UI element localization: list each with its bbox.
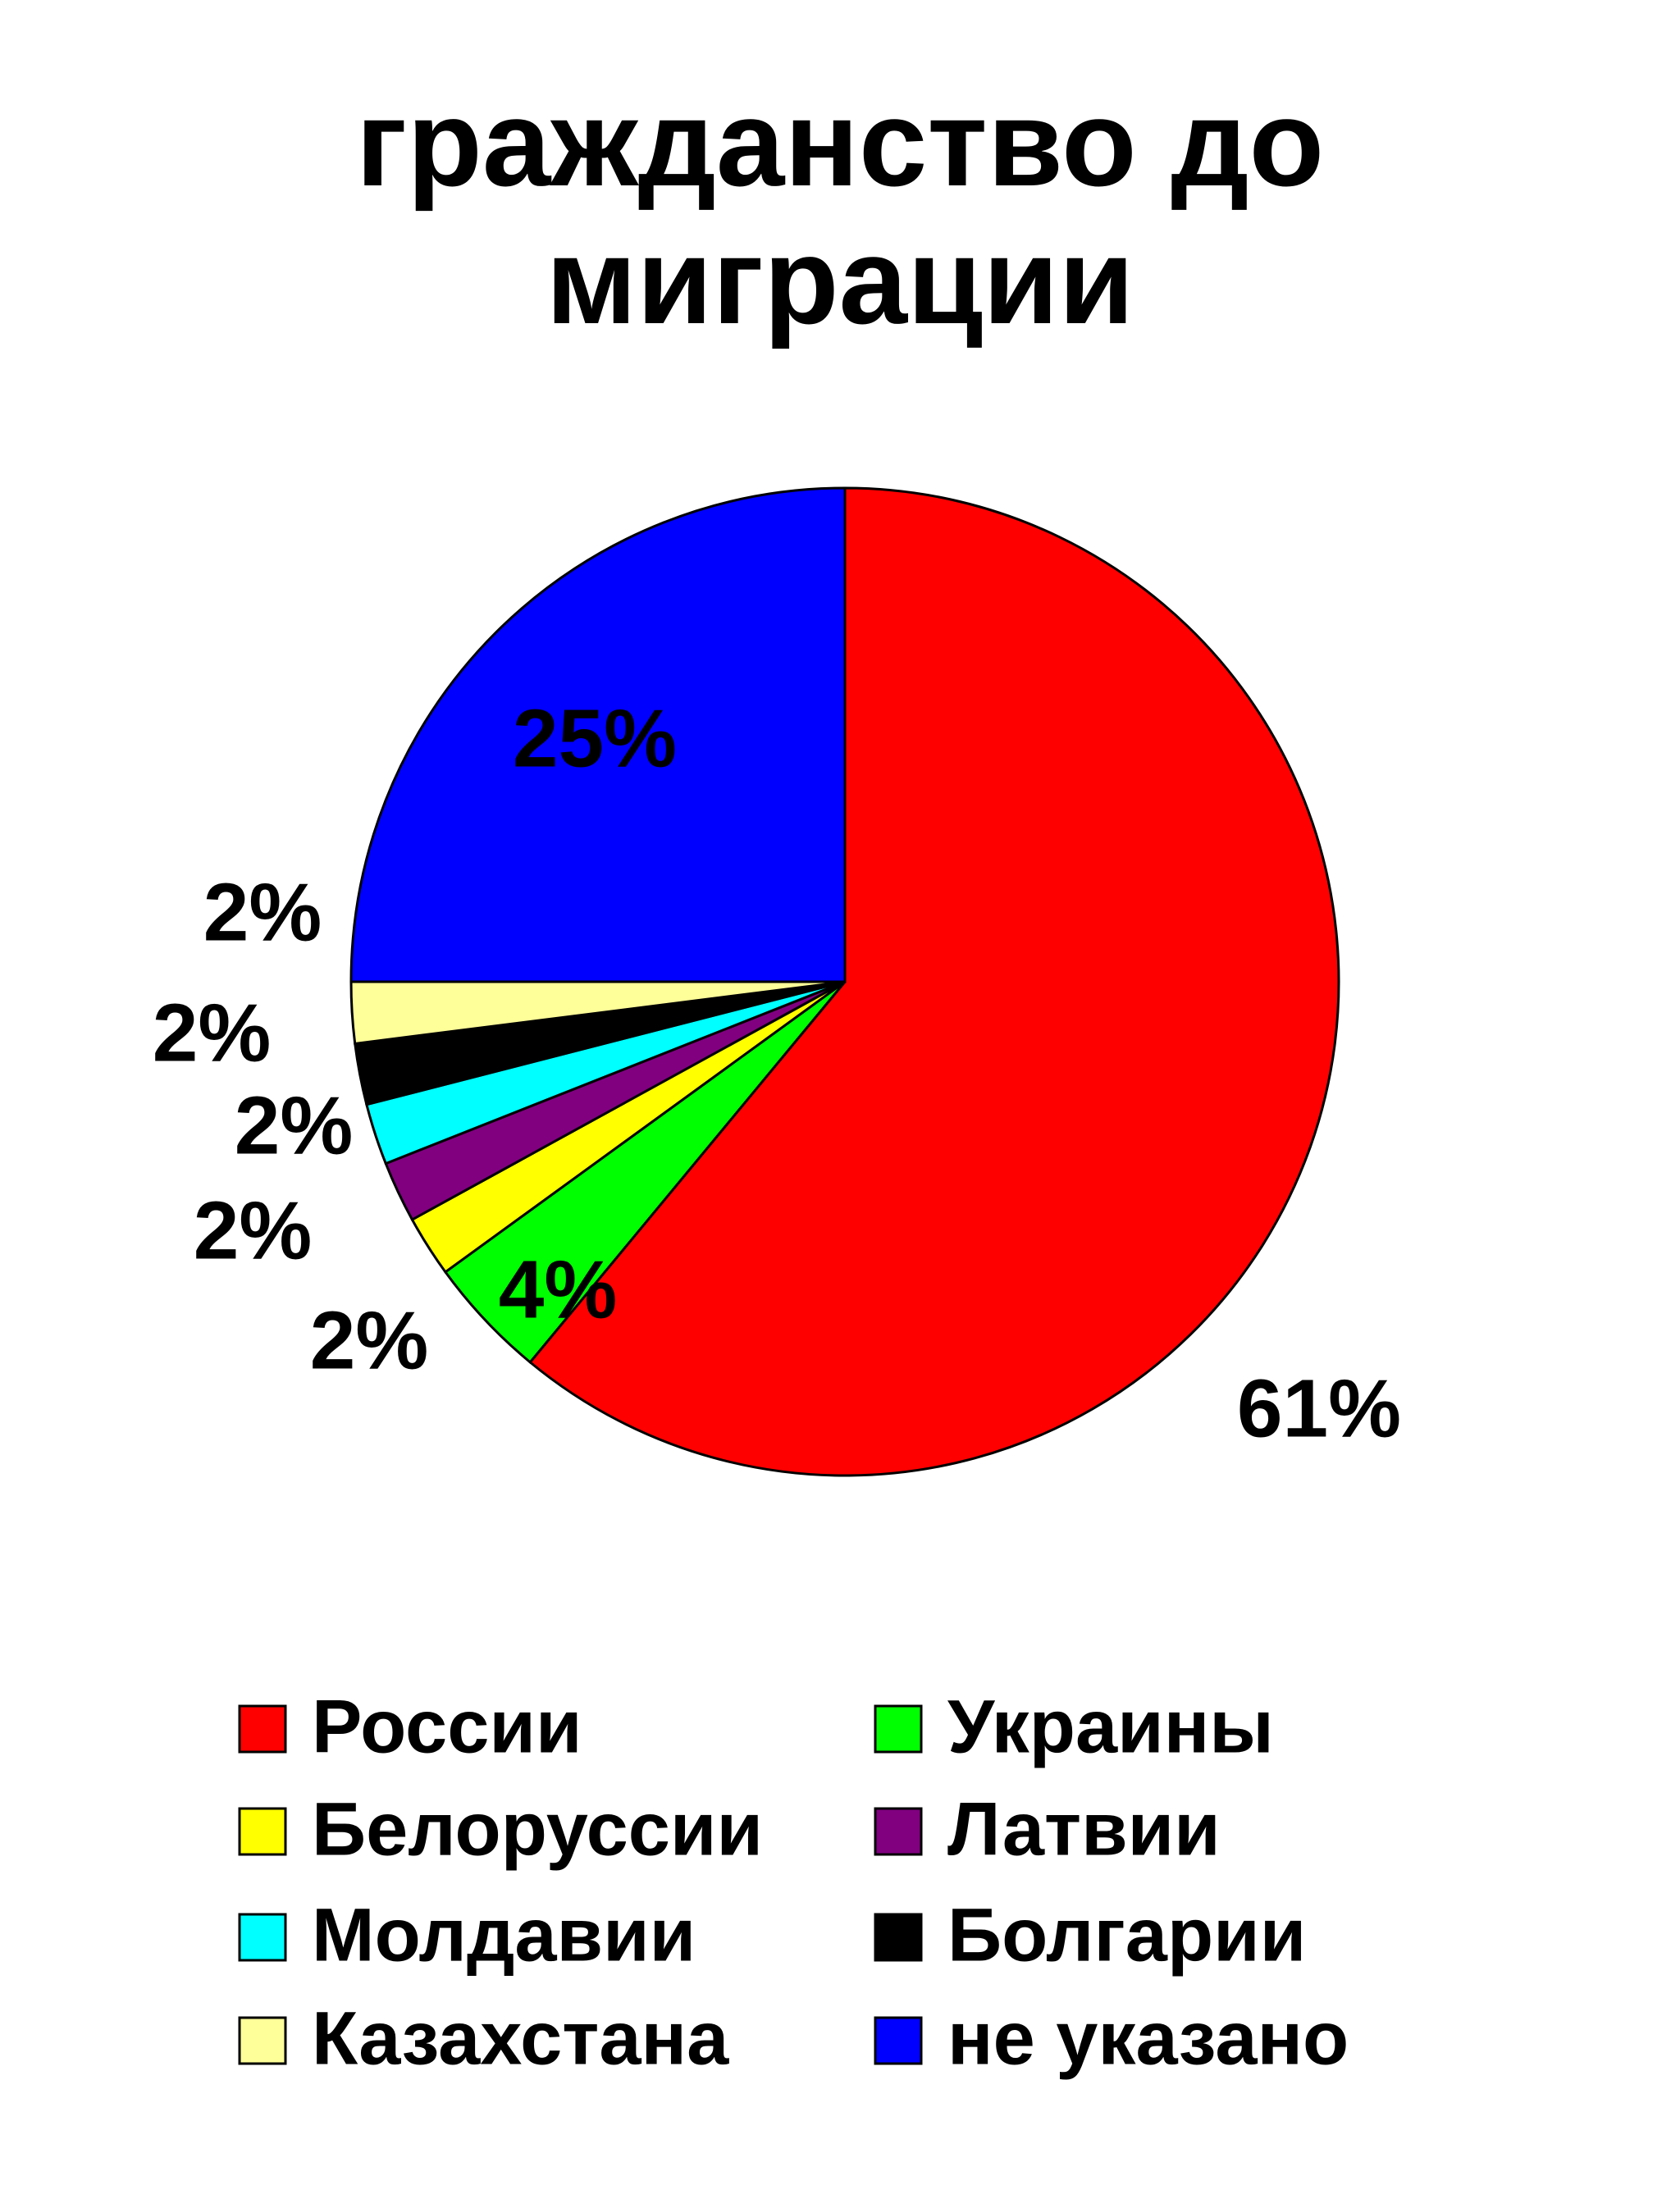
data-label: 4% — [499, 1243, 618, 1335]
legend-label: Латвии — [947, 1787, 1221, 1871]
data-label: 61% — [1237, 1362, 1401, 1454]
legend-swatch — [238, 2016, 287, 2065]
chart-title: гражданство до миграции — [355, 74, 1325, 349]
data-label: 2% — [153, 987, 272, 1079]
legend-swatch — [874, 1807, 923, 1856]
legend-label: Болгарии — [947, 1893, 1306, 1977]
legend-label: Белоруссии — [312, 1787, 763, 1871]
legend-label: не указано — [947, 1996, 1349, 2080]
legend-label: Украины — [947, 1685, 1274, 1768]
legend-swatch — [874, 1704, 923, 1754]
data-label: 2% — [310, 1294, 429, 1386]
pie-slice — [528, 486, 1340, 1477]
data-label: 2% — [203, 866, 322, 958]
legend-label: Молдавии — [312, 1893, 696, 1977]
data-label: 2% — [235, 1079, 354, 1171]
legend-swatch — [238, 1807, 287, 1856]
pie-slice — [349, 486, 847, 983]
legend-swatch — [238, 1704, 287, 1754]
data-label: 25% — [513, 692, 677, 784]
data-label: 2% — [194, 1184, 313, 1276]
legend-label: России — [312, 1685, 582, 1768]
legend-swatch — [874, 2016, 923, 2065]
legend-label: Казахстана — [312, 1996, 729, 2080]
legend-swatch — [874, 1913, 923, 1962]
legend-swatch — [238, 1913, 287, 1962]
